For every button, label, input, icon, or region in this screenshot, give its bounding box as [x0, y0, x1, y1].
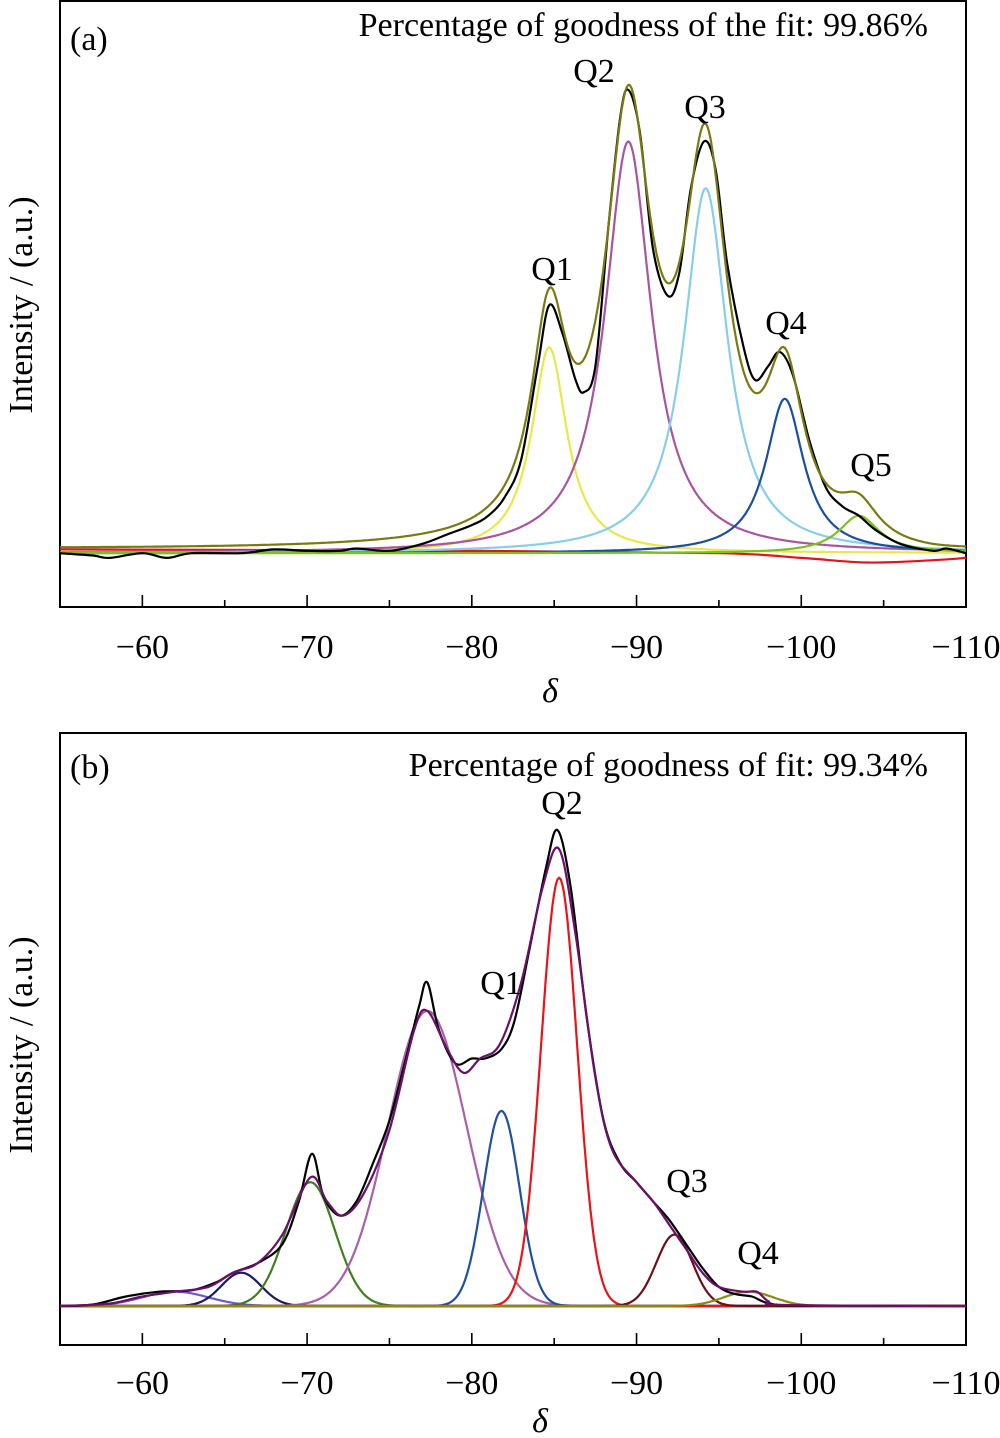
- x-tick-label: −110: [932, 629, 1000, 666]
- fit-envelope: [59, 846, 967, 1308]
- annotation-q5-a: Q5: [850, 447, 892, 484]
- panel-label-a: (a): [70, 21, 108, 58]
- annotation-q1-b: Q1: [480, 965, 522, 1002]
- x-tick-label: −110: [932, 1365, 1000, 1402]
- panel-a: −60 −70 −80 −90 −100 −110 (a) Percentage of g…: [3, 0, 1000, 710]
- y-axis-label-a: Intensity / (a.u.): [3, 196, 40, 413]
- x-tick-label: −90: [610, 629, 663, 666]
- panel-b: −60 −70 −80 −90 −100 −110 (b) Percentage of g…: [3, 732, 1000, 1438]
- curves-b: [59, 828, 967, 1308]
- x-ticks-b: −60 −70 −80 −90 −100 −110: [59, 1333, 1000, 1402]
- annotation-q2-a: Q2: [573, 53, 615, 90]
- x-tick-label: −70: [280, 629, 333, 666]
- annotation-q4-a: Q4: [765, 305, 807, 342]
- component-peak-q2: [60, 140, 967, 554]
- experimental-spectrum: [59, 828, 967, 1308]
- annotation-q4-b: Q4: [737, 1235, 779, 1272]
- chart-title-b: Percentage of goodness of fit: 99.34%: [409, 747, 928, 784]
- x-tick-label: −90: [610, 1365, 663, 1402]
- x-tick-label: −60: [116, 1365, 169, 1402]
- component-peak-q1: [60, 1009, 966, 1308]
- x-tick-label: −70: [280, 1365, 333, 1402]
- x-tick-label: −60: [116, 629, 169, 666]
- panel-label-b: (b): [70, 749, 110, 786]
- x-tick-label: −100: [766, 629, 836, 666]
- fit-envelope: [59, 83, 967, 549]
- y-axis-label-b: Intensity / (a.u.): [3, 936, 40, 1153]
- annotation-q3-a: Q3: [684, 89, 726, 126]
- x-tick-label: −100: [766, 1365, 836, 1402]
- x-ticks-a: −60 −70 −80 −90 −100 −110: [59, 595, 1000, 666]
- chart-title-a: Percentage of goodness of the fit: 99.86…: [359, 7, 928, 44]
- component-peak-q2: [60, 876, 966, 1308]
- annotation-q2-b: Q2: [541, 785, 583, 822]
- annotation-q1-a: Q1: [531, 251, 573, 288]
- curves-a: [59, 83, 967, 564]
- annotation-q3-b: Q3: [666, 1163, 708, 1200]
- x-axis-label-b: δ: [532, 1403, 549, 1438]
- x-axis-label-a: δ: [542, 673, 559, 710]
- plot-frame-b: [59, 732, 967, 1346]
- x-tick-label: −80: [445, 1365, 498, 1402]
- plot-frame-a: [59, 0, 967, 608]
- x-tick-label: −80: [445, 629, 498, 666]
